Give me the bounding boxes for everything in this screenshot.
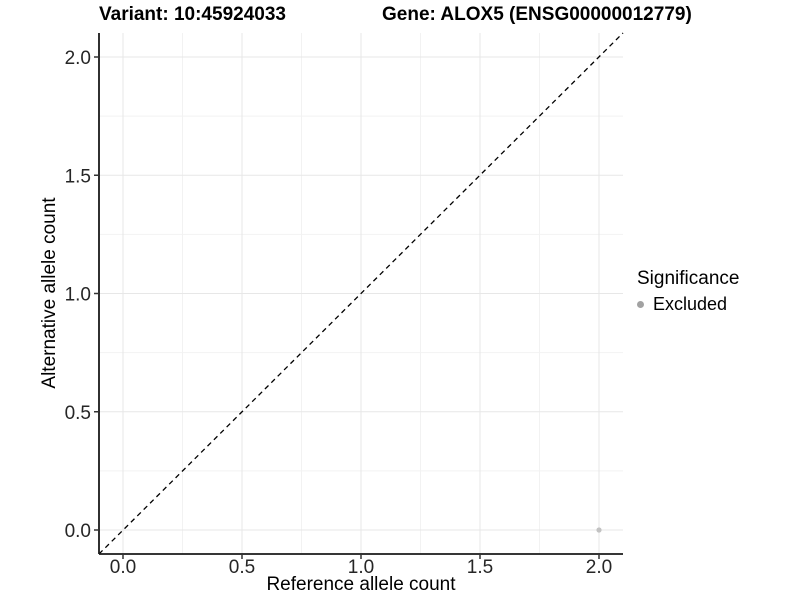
excluded-point-icon xyxy=(636,301,644,308)
y-tick-label: 0.5 xyxy=(65,403,91,424)
x-tick-label: 2.0 xyxy=(586,557,612,578)
x-tick-label: 0.0 xyxy=(110,557,136,578)
plot-title-variant: Variant: 10:45924033 xyxy=(99,4,286,25)
y-tick-label: 1.5 xyxy=(65,166,91,187)
y-tick-label: 0.0 xyxy=(65,521,91,542)
x-tick-label: 1.5 xyxy=(467,557,493,578)
legend-key xyxy=(627,301,653,308)
plot-title-gene: Gene: ALOX5 (ENSG00000012779) xyxy=(382,4,692,25)
y-tick-label: 1.0 xyxy=(65,285,91,306)
x-tick-label: 0.5 xyxy=(229,557,255,578)
legend-item-label: Excluded xyxy=(653,294,728,314)
legend: Significance Excluded xyxy=(636,268,740,315)
y-tick-label: 2.0 xyxy=(65,48,91,69)
legend-title: Significance xyxy=(637,268,740,289)
identity-reference-line xyxy=(98,32,624,555)
y-axis-title: Alternative allele count xyxy=(39,197,60,389)
data-point xyxy=(596,527,602,533)
x-tick-label: 1.0 xyxy=(348,557,374,578)
x-axis-title: Reference allele count xyxy=(266,574,456,595)
legend-item-excluded: Excluded xyxy=(636,294,739,315)
